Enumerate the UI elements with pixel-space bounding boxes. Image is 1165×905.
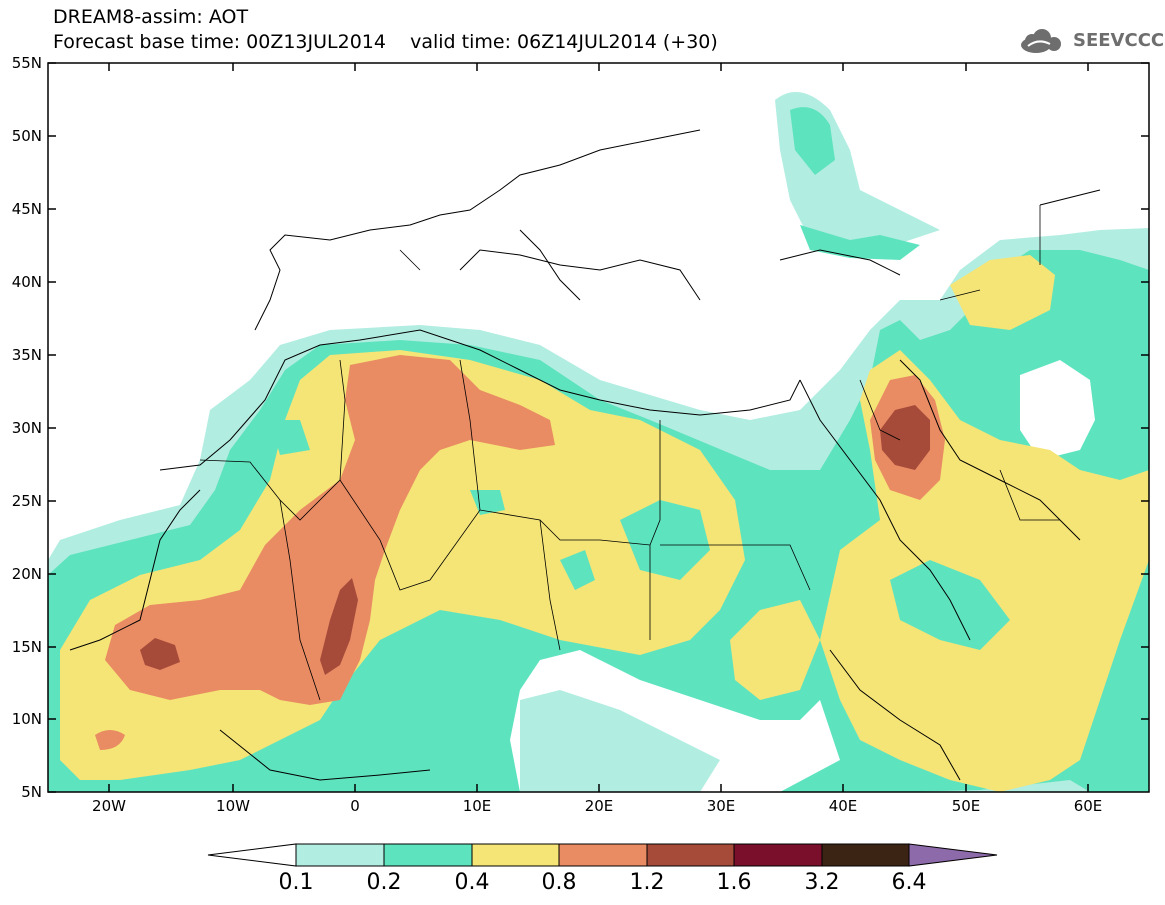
lat-label: 55N bbox=[11, 54, 42, 72]
lon-label: 30E bbox=[706, 797, 736, 815]
lon-label: 40E bbox=[828, 797, 858, 815]
colorbar-label: 0.2 bbox=[366, 870, 402, 895]
forecast-time-line: Forecast base time: 00Z13JUL2014 valid t… bbox=[53, 31, 718, 53]
lon-label: 10W bbox=[216, 797, 250, 815]
lon-label: 60E bbox=[1073, 797, 1103, 815]
colorbar-seg-1 bbox=[295, 843, 385, 867]
colorbar-label: 0.4 bbox=[454, 870, 490, 895]
colorbar-seg-3 bbox=[471, 843, 560, 867]
lat-label: 15N bbox=[11, 638, 42, 656]
lat-label: 25N bbox=[11, 492, 42, 510]
colorbar-label: 0.1 bbox=[278, 870, 314, 895]
seevccc-logo bbox=[1021, 29, 1061, 53]
lat-label: 50N bbox=[11, 127, 42, 145]
colorbar-label: 3.2 bbox=[804, 870, 840, 895]
colorbar-seg-6 bbox=[733, 843, 823, 867]
contour-0.8 bbox=[105, 355, 555, 705]
colorbar bbox=[207, 843, 998, 867]
colorbar-label: 1.6 bbox=[716, 870, 752, 895]
lat-label: 40N bbox=[11, 273, 42, 291]
logo-text: SEEVCCC bbox=[1073, 30, 1165, 51]
contour-1.2 bbox=[140, 638, 180, 670]
lat-label: 5N bbox=[21, 783, 42, 801]
lat-label: 30N bbox=[11, 419, 42, 437]
lat-label: 10N bbox=[11, 710, 42, 728]
coastlines bbox=[69, 129, 1101, 781]
colorbar-label: 6.4 bbox=[891, 870, 927, 895]
lat-label: 35N bbox=[11, 346, 42, 364]
lat-label: 45N bbox=[11, 200, 42, 218]
lon-label: 0 bbox=[350, 797, 360, 815]
lon-label: 50E bbox=[951, 797, 981, 815]
aot-contours bbox=[48, 92, 1149, 792]
colorbar-seg-under bbox=[207, 843, 297, 867]
borders bbox=[199, 205, 1060, 701]
tick-marks bbox=[48, 62, 1149, 793]
lon-label: 20W bbox=[92, 797, 126, 815]
colorbar-seg-over bbox=[908, 843, 998, 867]
colorbar-seg-7 bbox=[821, 843, 910, 867]
colorbar-label: 1.2 bbox=[629, 870, 665, 895]
cloud-icon bbox=[1021, 29, 1061, 53]
lon-label: 10E bbox=[462, 797, 492, 815]
colorbar-seg-4 bbox=[558, 843, 648, 867]
map-title: DREAM8-assim: AOT bbox=[53, 6, 249, 28]
lat-label: 20N bbox=[11, 565, 42, 583]
colorbar-seg-5 bbox=[646, 843, 735, 867]
colorbar-seg-2 bbox=[383, 843, 473, 867]
lon-label: 20E bbox=[584, 797, 614, 815]
colorbar-label: 0.8 bbox=[541, 870, 577, 895]
